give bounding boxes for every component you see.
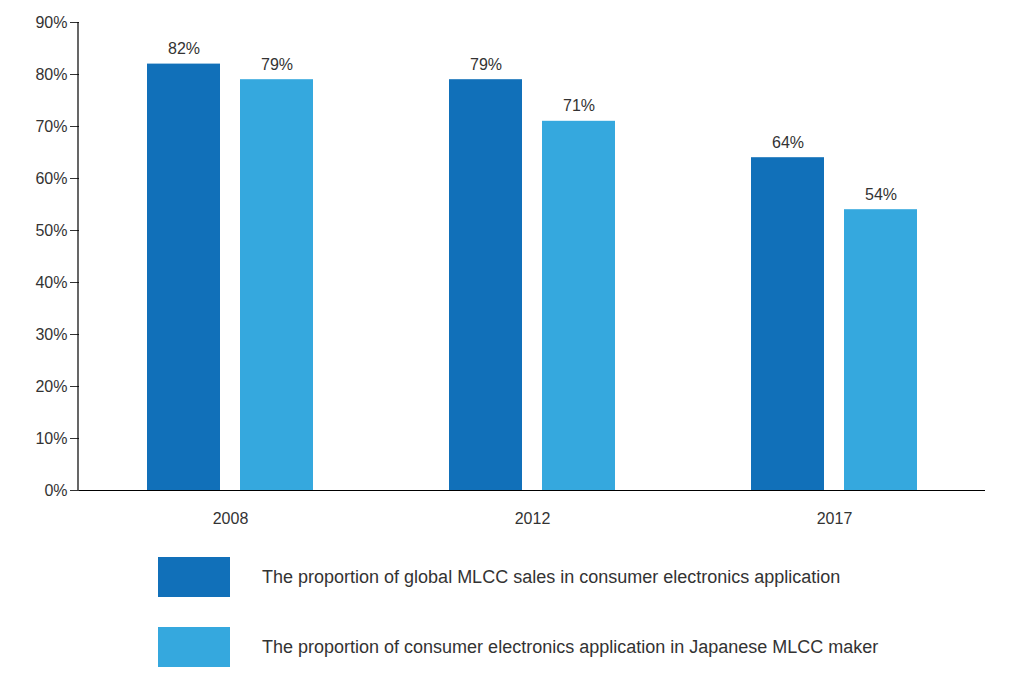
svg-text:54%: 54% <box>865 186 897 203</box>
svg-text:2008: 2008 <box>213 510 249 527</box>
svg-text:82%: 82% <box>168 40 200 57</box>
svg-text:50%: 50% <box>35 222 67 239</box>
html-text:The proportion of consumer ele: The proportion of consumer electronics a… <box>262 636 879 657</box>
svg-text:60%: 60% <box>35 170 67 187</box>
svg-text:40%: 40% <box>35 274 67 291</box>
svg-text:2017: 2017 <box>817 510 853 527</box>
html-text:The proportion of global MLCC: The proportion of global MLCC sales in c… <box>262 566 841 587</box>
svg-text:30%: 30% <box>35 326 67 343</box>
svg-text:90%: 90% <box>35 14 67 31</box>
svg-text:71%: 71% <box>563 97 595 114</box>
svg-text:64%: 64% <box>772 134 804 151</box>
svg-text:79%: 79% <box>261 56 293 73</box>
svg-text:79%: 79% <box>470 56 502 73</box>
svg-text:80%: 80% <box>35 66 67 83</box>
svg-text:10%: 10% <box>35 430 67 447</box>
svg-text:70%: 70% <box>35 118 67 135</box>
svg-text:20%: 20% <box>35 378 67 395</box>
svg-text:2012: 2012 <box>515 510 551 527</box>
svg-text:0%: 0% <box>44 482 67 499</box>
